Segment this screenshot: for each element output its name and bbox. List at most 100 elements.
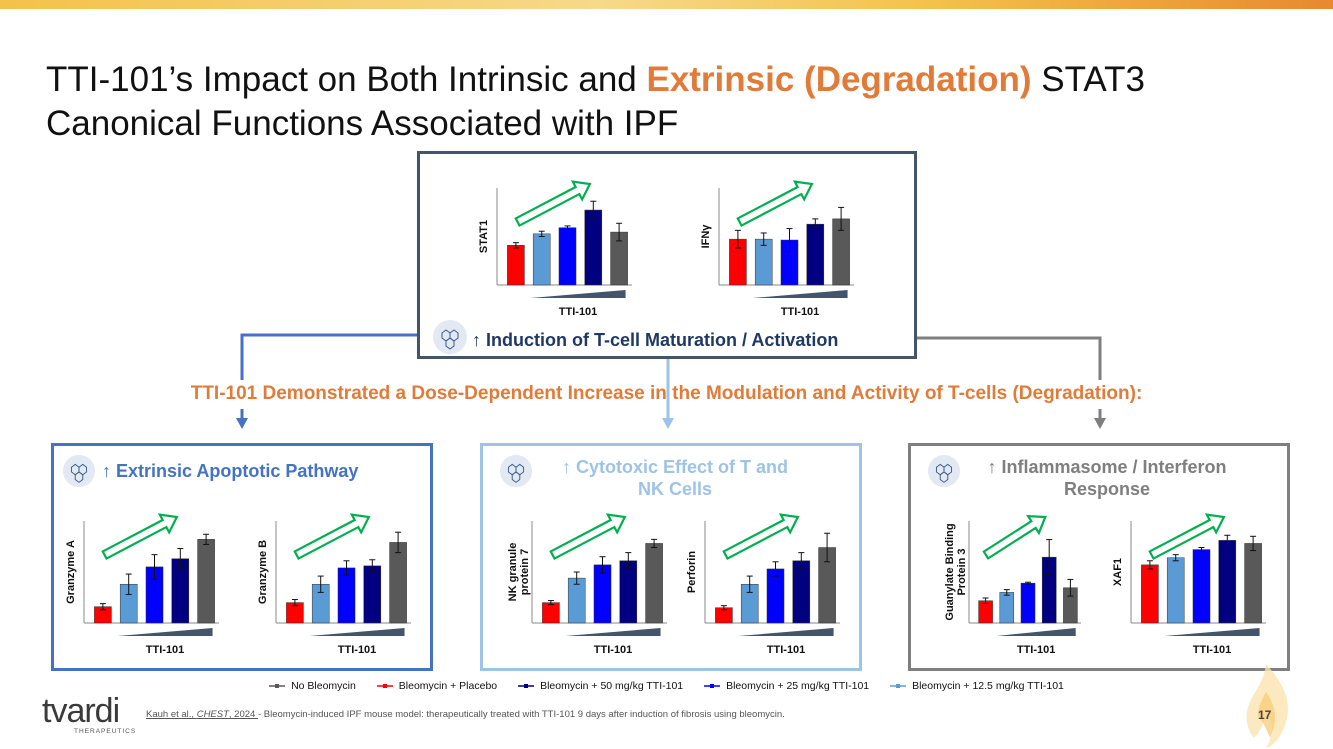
bar	[507, 245, 525, 286]
bar	[567, 577, 586, 624]
x-axis-label: TTI-101	[559, 306, 598, 318]
bar	[978, 600, 993, 624]
y-axis-label: STAT1	[478, 220, 490, 253]
molecule-icon	[433, 320, 467, 354]
error-bar	[720, 605, 727, 611]
extrinsic-apoptotic-panel: ↑ Extrinsic Apoptotic Pathway	[51, 443, 433, 671]
panel1-title: ↑ Extrinsic Apoptotic Pathway	[102, 460, 358, 482]
legend-swatch	[890, 684, 907, 688]
y-axis-label: NK granuleprotein 7	[507, 543, 531, 602]
panel2-title-line1: Cytotoxic Effect of T and	[576, 457, 789, 477]
panel2-title: ↑ Cytotoxic Effect of T and NK Cells	[545, 456, 805, 500]
bar	[999, 592, 1015, 624]
error-bar	[1003, 589, 1010, 596]
error-bar	[734, 229, 741, 249]
error-bar	[1172, 554, 1179, 562]
title-highlight: Extrinsic (Degradation)	[646, 60, 1032, 99]
error-bar	[369, 559, 376, 573]
legend-swatch	[376, 684, 393, 688]
y-axis-label: Perforin	[686, 551, 698, 593]
error-bar	[512, 242, 519, 249]
dose-wedge-icon	[117, 628, 213, 636]
legend-label: Bleomycin + 25 mg/kg TTI-101	[726, 680, 870, 692]
legend-item-50mg: Bleomycin + 50 mg/kg TTI-101	[518, 680, 683, 692]
dose-banner: TTI-101 Demonstrated a Dose-Dependent In…	[190, 383, 1143, 404]
y-axis-label: XAF1	[1112, 558, 1124, 586]
citation-part2: , 2024	[228, 709, 258, 720]
chart-svg: TTI-101 Granzyme A	[65, 513, 219, 656]
legend-item-25mg: Bleomycin + 25 mg/kg TTI-101	[704, 680, 869, 692]
dose-wedge-icon	[309, 628, 405, 636]
x-axis-label: TTI-101	[1193, 644, 1232, 656]
bar	[593, 564, 612, 624]
bar	[542, 602, 560, 624]
dose-wedge-icon	[530, 290, 626, 298]
chart-svg: TTI-101 NK granuleprotein 7	[507, 513, 667, 656]
error-bar	[1146, 560, 1153, 570]
bar	[1020, 582, 1036, 624]
x-axis-label: TTI-101	[338, 644, 377, 656]
molecule-icon	[927, 454, 961, 488]
legend-item-no-bleomycin: No Bleomycin	[269, 680, 356, 692]
chart-svg: TTI-101 IFNγ	[700, 180, 854, 318]
trend-arrow	[1148, 513, 1226, 561]
bar	[584, 209, 603, 286]
legend-item-12-5mg: Bleomycin + 12.5 mg/kg TTI-101	[890, 680, 1064, 692]
error-bar	[760, 232, 767, 246]
error-bar	[177, 548, 184, 570]
dose-wedge-icon	[565, 628, 661, 636]
error-bar	[547, 600, 554, 606]
trend-arrow	[549, 513, 627, 561]
bar	[792, 560, 811, 624]
flame-watermark-icon	[1246, 664, 1288, 748]
bar	[766, 568, 785, 624]
legend-swatch	[269, 684, 286, 688]
chart-granzyme-a: TTI-101 Granzyme A	[65, 513, 219, 656]
tvardi-logo: tvardi	[42, 692, 120, 730]
chart-svg: TTI-101 XAF1	[1112, 513, 1266, 656]
bar	[389, 542, 407, 624]
error-bar	[590, 200, 597, 220]
legend-item-placebo: Bleomycin + Placebo	[376, 680, 498, 692]
bar	[806, 223, 825, 286]
error-bar	[651, 538, 658, 549]
chart-perforin: TTI-101 Perforin	[686, 513, 840, 656]
dose-wedge-icon	[1164, 628, 1260, 636]
bar	[337, 567, 356, 624]
trend-arrow	[982, 514, 1047, 560]
chart-ifng: TTI-101 IFNγ	[700, 180, 854, 318]
chart-svg: TTI-101 Guanylate BindingProtein 3	[944, 514, 1081, 656]
panel1-title-text: Extrinsic Apoptotic Pathway	[116, 461, 359, 481]
error-bar	[625, 552, 632, 570]
error-bar	[151, 554, 158, 580]
error-bar	[317, 575, 324, 593]
title-part2: STAT3	[1031, 60, 1145, 99]
citation-link[interactable]: Kauh et al., CHEST, 2024	[146, 709, 258, 720]
chart-stat1: TTI-101 STAT1	[478, 180, 632, 318]
error-bar	[824, 532, 831, 563]
chart-svg: TTI-101 Granzyme B	[257, 513, 411, 656]
up-arrow-icon: ↑	[561, 457, 571, 477]
molecule-icon	[499, 454, 533, 488]
bar	[754, 238, 773, 286]
bar	[645, 543, 663, 624]
bar	[1244, 543, 1262, 624]
bar	[1166, 557, 1185, 624]
legend-label: Bleomycin + Placebo	[398, 680, 498, 692]
dose-wedge-icon	[996, 628, 1076, 636]
x-axis-label: TTI-101	[781, 306, 820, 318]
error-bar	[395, 531, 402, 554]
bar	[532, 233, 551, 286]
x-axis-label: TTI-101	[594, 644, 633, 656]
error-bar	[1224, 534, 1231, 546]
error-bar	[1198, 547, 1205, 553]
top-panel-label-text: Induction of T-cell Maturation / Activat…	[486, 330, 839, 350]
bar	[558, 227, 577, 286]
chart-granzyme-b: TTI-101 Granzyme B	[257, 513, 411, 656]
bar	[619, 560, 638, 624]
error-bar	[982, 597, 989, 605]
up-arrow-icon: ↑	[987, 457, 997, 477]
trend-arrow	[293, 513, 371, 561]
x-axis-label: TTI-101	[146, 644, 185, 656]
